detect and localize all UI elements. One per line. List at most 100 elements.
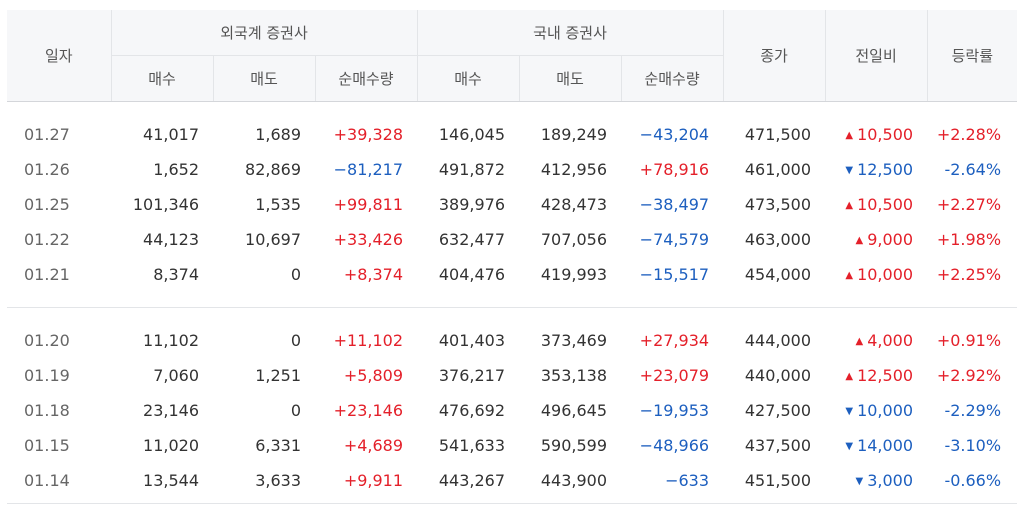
spacer-cell <box>7 308 1017 324</box>
row-spacer <box>7 102 1017 118</box>
change-cell: ▲ 12,500 <box>825 358 927 393</box>
change-cell: ▼ 14,000 <box>825 428 927 463</box>
domestic-net-cell: −74,579 <box>639 230 710 249</box>
domestic-sell-cell: 353,138 <box>540 366 608 385</box>
header-foreign-buy: 매수 <box>110 55 213 102</box>
domestic-net-cell: −633 <box>665 471 710 490</box>
triangle-up-icon: ▲ <box>845 200 854 211</box>
change-value: 14,000 <box>857 436 914 455</box>
close-cell: 471,500 <box>744 125 812 144</box>
domestic-sell-cell: 189,249 <box>540 125 608 144</box>
close-cell: 437,500 <box>744 436 812 455</box>
domestic-net-cell: −43,204 <box>639 125 710 144</box>
domestic-net-cell: +27,934 <box>639 331 710 350</box>
change-value: 10,000 <box>857 265 914 284</box>
domestic-sell-cell: 590,599 <box>540 436 608 455</box>
foreign-net-cell: +4,689 <box>343 436 404 455</box>
table-body: 01.27 41,017 1,689 +39,328 146,045 189,249 −43… <box>7 102 1018 504</box>
change-value: 4,000 <box>867 331 914 350</box>
date-cell: 01.27 <box>24 125 70 144</box>
change-value: 12,500 <box>857 366 914 385</box>
foreign-net-cell: +9,911 <box>343 471 404 490</box>
header-change: 전일비 <box>824 10 928 102</box>
foreign-net-cell: +23,146 <box>333 401 404 420</box>
domestic-buy-cell: 476,692 <box>438 401 506 420</box>
domestic-buy-cell: 146,045 <box>438 125 506 144</box>
header-rate: 등락률 <box>926 10 1018 102</box>
table-row: 01.20 11,102 0 +11,102 401,403 373,469 +27,934… <box>7 323 1017 358</box>
domestic-buy-cell: 389,976 <box>438 195 506 214</box>
change-cell: ▼ 10,000 <box>825 393 927 428</box>
foreign-buy-cell: 11,102 <box>143 331 199 350</box>
domestic-buy-cell: 376,217 <box>438 366 506 385</box>
close-cell: 473,500 <box>744 195 812 214</box>
domestic-buy-cell: 404,476 <box>438 265 506 284</box>
domestic-sell-cell: 373,469 <box>540 331 608 350</box>
rate-cell: -0.66% <box>944 471 1002 490</box>
change-cell: ▲ 10,500 <box>825 187 927 222</box>
close-cell: 461,000 <box>744 160 812 179</box>
domestic-net-cell: −48,966 <box>639 436 710 455</box>
triangle-up-icon: ▲ <box>855 235 864 246</box>
broker-trading-table: 일자 외국계 증권사 국내 증권사 종가 전일비 등락률 매수 매도 순매수량 … <box>7 10 1018 504</box>
header-domestic-net: 순매수량 <box>620 55 724 102</box>
foreign-sell-cell: 82,869 <box>245 160 301 179</box>
rate-cell: -3.10% <box>944 436 1002 455</box>
domestic-buy-cell: 491,872 <box>438 160 506 179</box>
change-value: 12,500 <box>857 160 914 179</box>
foreign-buy-cell: 41,017 <box>143 125 199 144</box>
change-value: 10,500 <box>857 195 914 214</box>
foreign-sell-cell: 0 <box>290 331 301 350</box>
foreign-net-cell: +5,809 <box>343 366 404 385</box>
foreign-net-cell: +39,328 <box>333 125 404 144</box>
triangle-down-icon: ▼ <box>845 441 854 452</box>
change-value: 3,000 <box>867 471 914 490</box>
date-cell: 01.25 <box>24 195 70 214</box>
header-foreign-brokers: 외국계 증권사 <box>110 10 418 56</box>
table-row: 01.15 11,020 6,331 +4,689 541,633 590,599 −48,… <box>7 428 1017 463</box>
header-domestic-brokers: 국내 증권사 <box>416 10 724 56</box>
foreign-sell-cell: 10,697 <box>245 230 301 249</box>
close-cell: 454,000 <box>744 265 812 284</box>
foreign-buy-cell: 11,020 <box>143 436 199 455</box>
foreign-net-cell: +99,811 <box>333 195 404 214</box>
domestic-sell-cell: 428,473 <box>540 195 608 214</box>
header-domestic-sell: 매도 <box>518 55 622 102</box>
domestic-buy-cell: 443,267 <box>438 471 506 490</box>
change-value: 10,000 <box>857 401 914 420</box>
spacer-cell <box>7 498 1018 504</box>
triangle-down-icon: ▼ <box>855 476 864 487</box>
foreign-sell-cell: 0 <box>290 265 301 284</box>
date-cell: 01.15 <box>24 436 70 455</box>
domestic-sell-cell: 443,900 <box>540 471 608 490</box>
rate-cell: -2.64% <box>944 160 1002 179</box>
domestic-buy-cell: 632,477 <box>438 230 506 249</box>
date-cell: 01.26 <box>24 160 70 179</box>
spacer-cell <box>7 102 1017 118</box>
rate-cell: +2.92% <box>936 366 1002 385</box>
table-row: 01.18 23,146 0 +23,146 476,692 496,645 −19,953… <box>7 393 1017 428</box>
header-domestic-buy: 매수 <box>416 55 520 102</box>
foreign-net-cell: +33,426 <box>333 230 404 249</box>
rate-cell: +2.28% <box>936 125 1002 144</box>
foreign-buy-cell: 1,652 <box>153 160 199 179</box>
date-cell: 01.22 <box>24 230 70 249</box>
table-header: 일자 외국계 증권사 국내 증권사 종가 전일비 등락률 매수 매도 순매수량 … <box>7 10 1018 102</box>
triangle-up-icon: ▲ <box>845 270 854 281</box>
header-foreign-net: 순매수량 <box>314 55 418 102</box>
domestic-sell-cell: 496,645 <box>540 401 608 420</box>
change-value: 10,500 <box>857 125 914 144</box>
spacer-cell <box>7 292 1018 308</box>
domestic-net-cell: +78,916 <box>639 160 710 179</box>
change-cell: ▲ 9,000 <box>825 222 927 257</box>
foreign-buy-cell: 23,146 <box>143 401 199 420</box>
change-cell: ▲ 4,000 <box>825 323 927 358</box>
rate-cell: -2.29% <box>944 401 1002 420</box>
foreign-buy-cell: 8,374 <box>153 265 199 284</box>
domestic-net-cell: −38,497 <box>639 195 710 214</box>
close-cell: 427,500 <box>744 401 812 420</box>
domestic-buy-cell: 401,403 <box>438 331 506 350</box>
date-cell: 01.18 <box>24 401 70 420</box>
table-row: 01.21 8,374 0 +8,374 404,476 419,993 −15,517 45… <box>7 257 1017 292</box>
table-row: 01.26 1,652 82,869 −81,217 491,872 412,956 +78… <box>7 152 1017 187</box>
